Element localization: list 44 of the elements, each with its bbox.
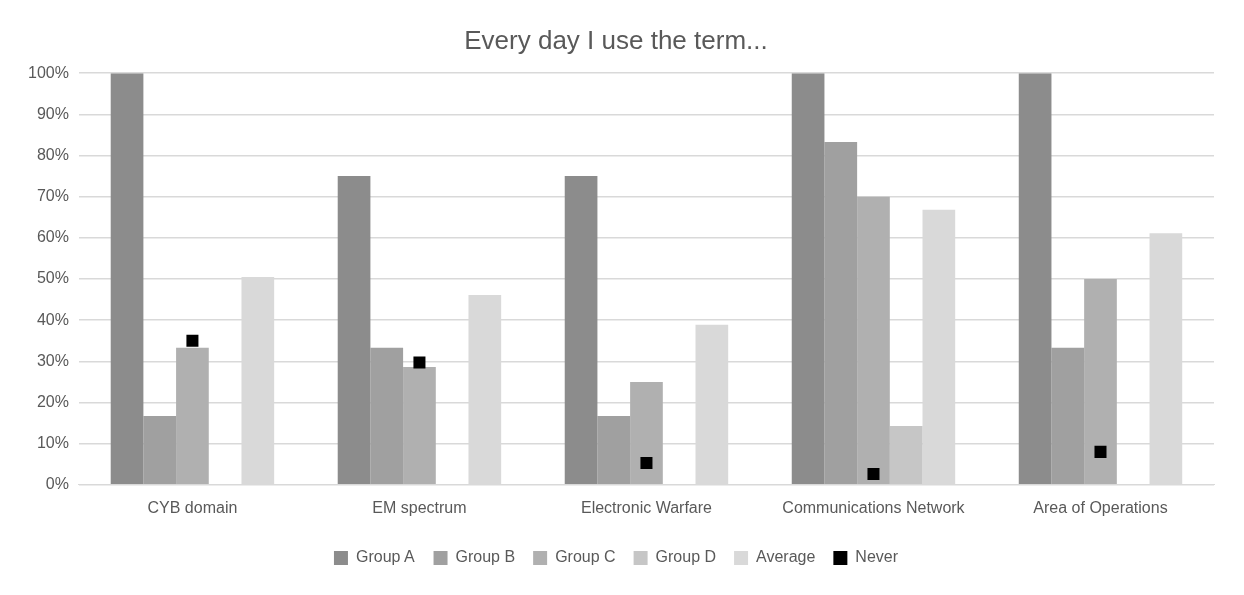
x-tick-label: Communications Network bbox=[782, 498, 966, 516]
y-tick-label: 50% bbox=[36, 269, 69, 287]
x-tick-label: Area of Operations bbox=[1033, 498, 1168, 516]
bar bbox=[824, 141, 858, 485]
point bbox=[1094, 445, 1107, 458]
bar bbox=[110, 73, 144, 485]
y-tick-label: 30% bbox=[36, 351, 69, 369]
point bbox=[186, 334, 199, 347]
point bbox=[867, 468, 880, 481]
y-tick-label: 70% bbox=[36, 187, 69, 205]
legend-label: Group D bbox=[655, 548, 717, 566]
chart-title: Every day I use the term... bbox=[464, 24, 768, 55]
bar bbox=[564, 176, 598, 485]
y-tick-label: 0% bbox=[45, 475, 69, 493]
bar bbox=[889, 425, 923, 485]
point bbox=[640, 456, 653, 469]
y-tick-label: 20% bbox=[36, 392, 69, 410]
bar bbox=[597, 416, 631, 485]
legend-label: Group C bbox=[555, 548, 616, 566]
x-tick-label: EM spectrum bbox=[372, 498, 467, 516]
legend-label: Average bbox=[756, 548, 816, 566]
legend-label: Never bbox=[855, 548, 899, 566]
bar bbox=[1018, 73, 1052, 485]
x-tick-label: Electronic Warfare bbox=[580, 498, 713, 516]
point bbox=[413, 356, 426, 369]
y-tick-label: 10% bbox=[36, 434, 69, 452]
bar bbox=[337, 176, 371, 485]
bar bbox=[143, 416, 177, 485]
y-tick-label: 100% bbox=[28, 63, 69, 81]
y-tick-label: 80% bbox=[36, 145, 69, 163]
y-tick-label: 60% bbox=[36, 228, 69, 246]
bar bbox=[403, 367, 436, 485]
bar bbox=[1051, 347, 1085, 485]
bar bbox=[176, 347, 209, 485]
legend-label: Group A bbox=[355, 548, 415, 566]
bar bbox=[370, 347, 404, 485]
bar bbox=[1084, 279, 1117, 485]
bar bbox=[791, 73, 825, 485]
bar bbox=[857, 196, 890, 485]
y-tick-label: 40% bbox=[36, 310, 69, 328]
bar bbox=[630, 381, 663, 485]
y-tick-label: 90% bbox=[36, 104, 69, 122]
x-tick-label: CYB domain bbox=[147, 498, 238, 516]
legend-label: Group B bbox=[455, 548, 516, 566]
